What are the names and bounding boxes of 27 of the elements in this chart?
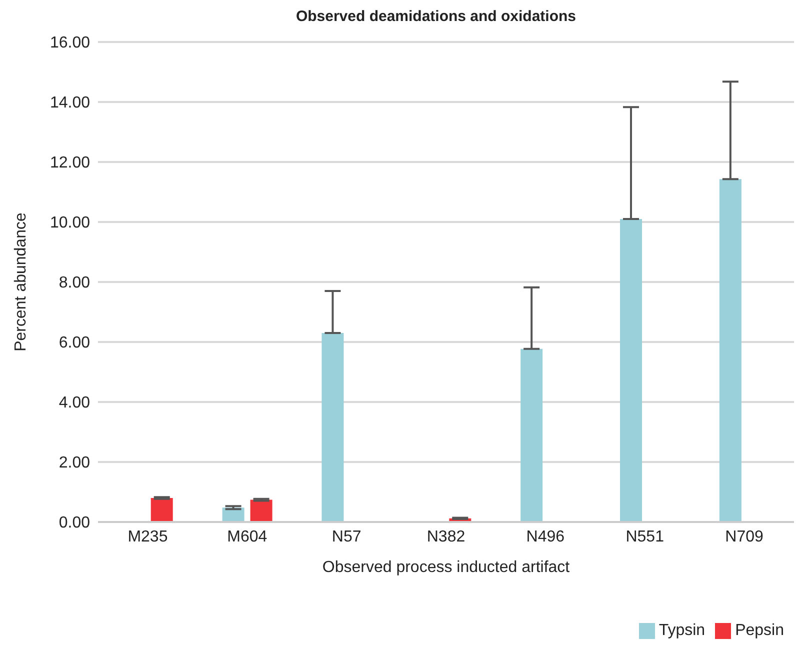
y-tick-label: 16.00 <box>50 34 90 52</box>
y-tick-label: 4.00 <box>58 394 90 412</box>
x-tick-label: N382 <box>426 528 466 546</box>
legend-label: Pepsin <box>735 622 784 639</box>
x-tick-label: M235 <box>128 528 168 546</box>
y-tick-label: 8.00 <box>58 274 90 292</box>
x-tick-label: M604 <box>227 528 268 546</box>
bar <box>150 498 173 522</box>
x-tick-label: N57 <box>332 528 362 546</box>
y-tick-label: 12.00 <box>50 154 90 172</box>
bar <box>620 219 642 522</box>
bar <box>322 333 344 522</box>
legend-label: Typsin <box>658 622 706 639</box>
y-tick-label: 10.00 <box>50 214 90 232</box>
bar <box>520 348 543 522</box>
y-tick-label: 2.00 <box>58 454 90 472</box>
chart-title: Observed deamidations and oxidations <box>294 8 578 27</box>
y-tick-label: 0.00 <box>58 514 90 532</box>
x-axis-title: Observed process inducted artifact <box>322 559 570 576</box>
y-tick-label: 14.00 <box>50 94 90 112</box>
x-tick-label: N496 <box>526 528 565 546</box>
bar <box>250 500 272 522</box>
y-tick-label: 6.00 <box>58 334 90 352</box>
x-tick-label: N709 <box>725 528 764 546</box>
bar <box>719 179 742 522</box>
y-axis-title: Percent abundance <box>12 212 30 352</box>
x-tick-label: N551 <box>626 528 664 546</box>
